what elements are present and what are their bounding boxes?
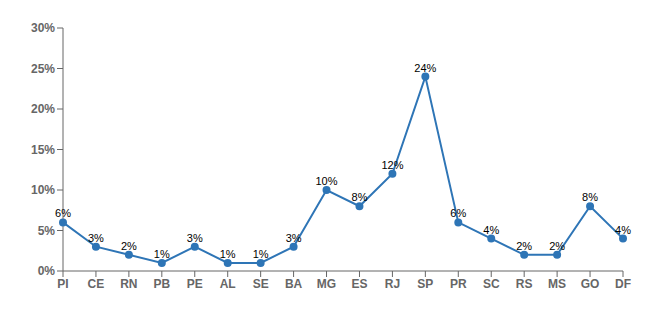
svg-text:AL: AL	[220, 277, 236, 291]
svg-text:6%: 6%	[450, 207, 466, 219]
svg-text:1%: 1%	[220, 248, 236, 260]
svg-text:3%: 3%	[187, 232, 203, 244]
svg-text:20%: 20%	[31, 102, 55, 116]
svg-text:15%: 15%	[31, 143, 55, 157]
svg-text:RJ: RJ	[385, 277, 400, 291]
svg-text:GO: GO	[581, 277, 600, 291]
svg-text:24%: 24%	[414, 62, 436, 74]
svg-text:ES: ES	[351, 277, 367, 291]
svg-text:MG: MG	[317, 277, 336, 291]
svg-text:PE: PE	[187, 277, 203, 291]
svg-text:2%: 2%	[516, 240, 532, 252]
svg-text:25%: 25%	[31, 62, 55, 76]
svg-text:SE: SE	[253, 277, 269, 291]
svg-text:BA: BA	[285, 277, 303, 291]
svg-text:1%: 1%	[154, 248, 170, 260]
svg-text:10%: 10%	[31, 183, 55, 197]
svg-text:SP: SP	[417, 277, 433, 291]
svg-text:5%: 5%	[38, 224, 56, 238]
svg-text:SC: SC	[483, 277, 500, 291]
svg-text:PI: PI	[57, 277, 68, 291]
svg-text:0%: 0%	[38, 264, 56, 278]
svg-text:12%: 12%	[381, 159, 403, 171]
svg-text:2%: 2%	[121, 240, 137, 252]
svg-text:4%: 4%	[483, 224, 499, 236]
svg-text:8%: 8%	[352, 191, 368, 203]
svg-text:CE: CE	[88, 277, 105, 291]
svg-text:6%: 6%	[55, 207, 71, 219]
svg-text:10%: 10%	[316, 175, 338, 187]
svg-text:30%: 30%	[31, 21, 55, 35]
svg-text:2%: 2%	[549, 240, 565, 252]
svg-text:3%: 3%	[286, 232, 302, 244]
svg-text:RS: RS	[516, 277, 533, 291]
svg-text:DF: DF	[615, 277, 631, 291]
svg-text:1%: 1%	[253, 248, 269, 260]
svg-text:MS: MS	[548, 277, 566, 291]
svg-text:8%: 8%	[582, 191, 598, 203]
svg-text:PB: PB	[153, 277, 170, 291]
svg-text:3%: 3%	[88, 232, 104, 244]
svg-text:RN: RN	[120, 277, 137, 291]
svg-text:4%: 4%	[615, 224, 631, 236]
svg-text:PR: PR	[450, 277, 467, 291]
